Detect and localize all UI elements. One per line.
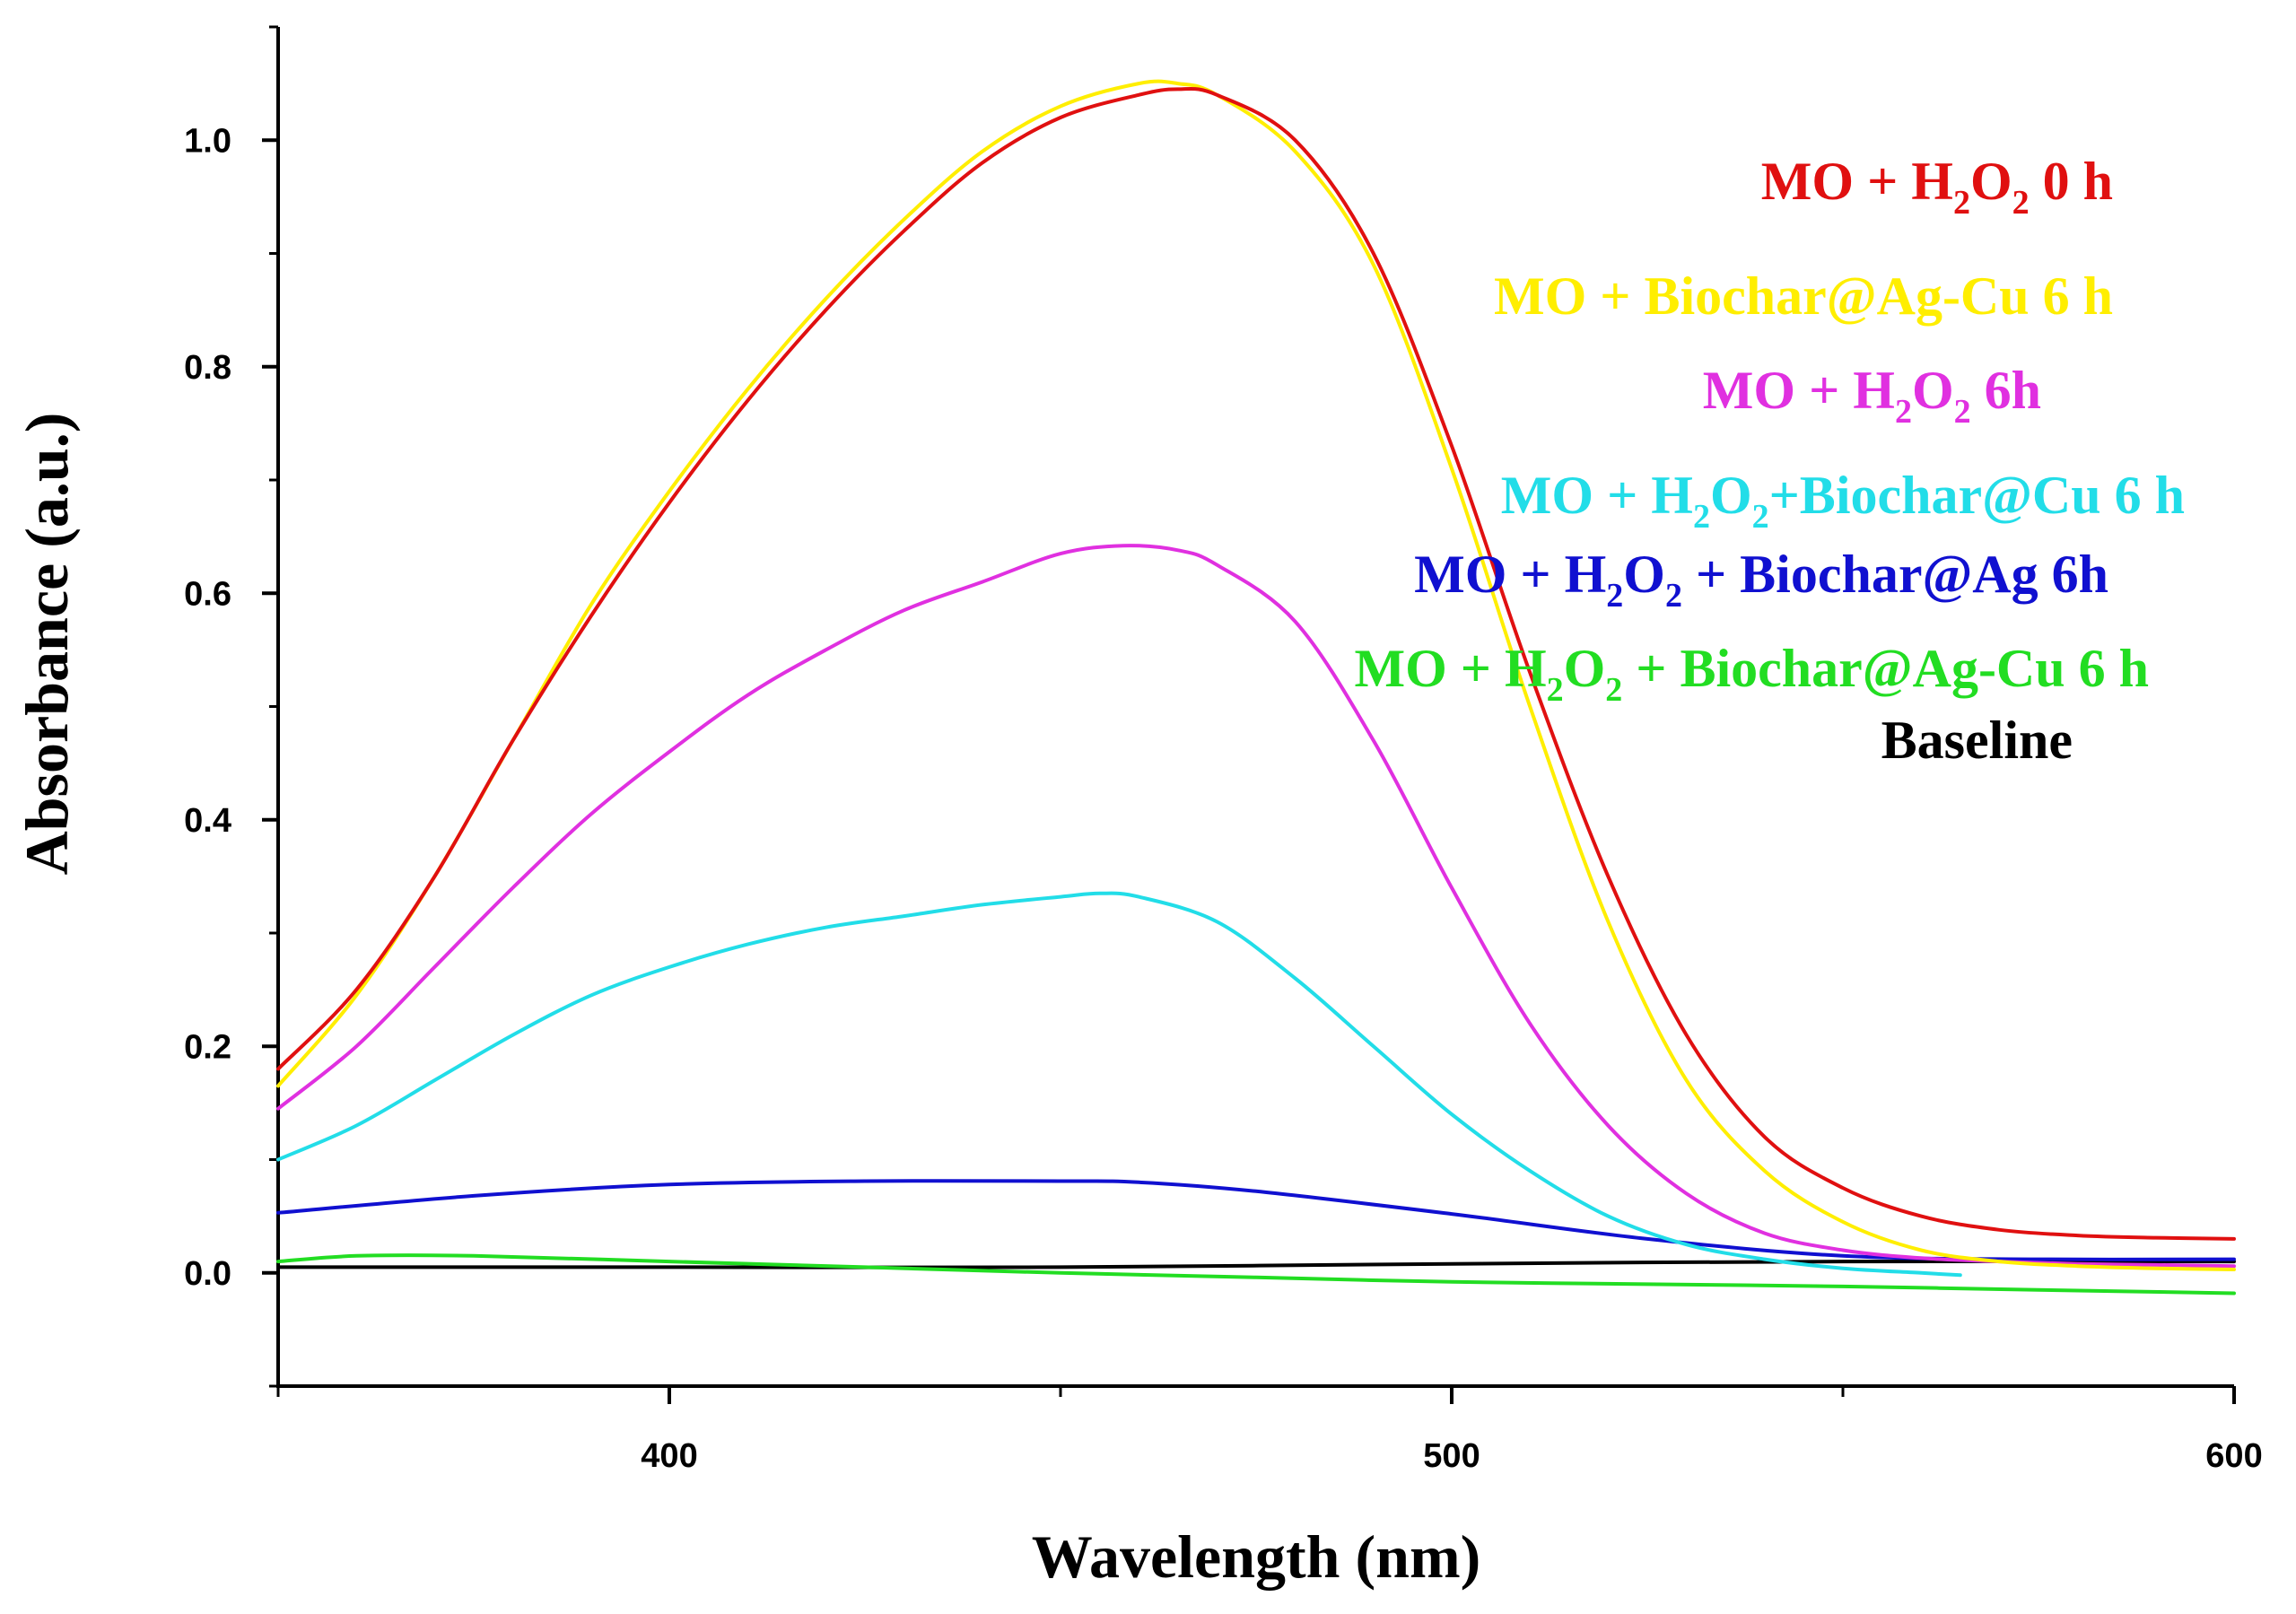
legend: MO + H2O2 0 hMO + Biochar@Ag-Cu 6 hMO + … xyxy=(1354,152,2185,770)
legend-entry: MO + H2O2+Biochar@Cu 6 h xyxy=(1501,466,2185,536)
legend-text-part: MO + H xyxy=(1761,152,1953,211)
legend-text-part: O xyxy=(1564,639,1606,698)
y-tick-label: 0.0 xyxy=(184,1255,231,1293)
series-line-mo-biochar-ag-cu-6-h xyxy=(276,79,2236,1271)
series-line-mo-h2o2-6h xyxy=(276,544,2236,1269)
legend-text-part: MO + H xyxy=(1354,639,1546,698)
legend-entry: Baseline xyxy=(1881,711,2073,770)
series-line-baseline xyxy=(276,1259,2236,1269)
series-line-mo-h2o2-biochar-ag-cu-6-h xyxy=(276,1253,2236,1296)
y-tick-label: 0.2 xyxy=(184,1028,231,1066)
legend-subscript: 2 xyxy=(1693,498,1710,536)
legend-text-part: +Biochar@Cu 6 h xyxy=(1769,466,2185,525)
legend-subscript: 2 xyxy=(1954,393,1971,431)
legend-text-part: O xyxy=(1710,466,1752,525)
legend-text-part: MO + H xyxy=(1501,466,1693,525)
x-tick-label: 600 xyxy=(2205,1437,2262,1475)
legend-subscript: 2 xyxy=(2012,184,2030,222)
legend-subscript: 2 xyxy=(1606,577,1623,615)
y-axis-title: Absorbance (a.u.) xyxy=(13,413,81,876)
legend-text-part: + Biochar@Ag 6h xyxy=(1682,545,2108,604)
legend-subscript: 2 xyxy=(1547,671,1564,709)
legend-subscript: 2 xyxy=(1665,577,1682,615)
y-tick-label: 0.6 xyxy=(184,575,231,613)
legend-text-part: 0 h xyxy=(2030,152,2113,211)
legend-subscript: 2 xyxy=(1953,184,1970,222)
y-tick-label: 0.8 xyxy=(184,349,231,387)
legend-entry: MO + Biochar@Ag-Cu 6 h xyxy=(1494,266,2113,326)
legend-text-part: O xyxy=(1970,152,2012,211)
y-tick-label: 1.0 xyxy=(184,122,231,160)
legend-entry: MO + H2O2 + Biochar@Ag 6h xyxy=(1414,545,2108,615)
legend-subscript: 2 xyxy=(1752,498,1769,536)
tick-labels: 0.0 0.2 0.4 0.6 0.8 1.0 400 500 600 xyxy=(184,122,2263,1475)
x-tick-label: 500 xyxy=(1423,1437,1480,1475)
legend-text-part: 6h xyxy=(1971,361,2041,420)
x-axis-title: Wavelength (nm) xyxy=(1032,1522,1481,1591)
legend-text-part: O xyxy=(1623,545,1665,604)
legend-text-part: MO + H xyxy=(1703,361,1895,420)
x-tick-label: 400 xyxy=(641,1437,697,1475)
series-line-mo-h2o2-biochar-cu-6-h xyxy=(276,891,1962,1278)
legend-text-part: MO + H xyxy=(1414,545,1606,604)
legend-entry: MO + H2O2 + Biochar@Ag-Cu 6 h xyxy=(1354,639,2149,709)
legend-entry: MO + H2O2 0 h xyxy=(1761,152,2113,222)
series-layer xyxy=(276,79,2236,1296)
legend-text-part: O xyxy=(1912,361,1954,420)
legend-text-part: + Biochar@Ag-Cu 6 h xyxy=(1622,639,2149,698)
series-line-mo-h2o2-0-h xyxy=(276,86,2236,1241)
series-line-mo-h2o2-biochar-ag-6h xyxy=(276,1179,2236,1261)
legend-subscript: 2 xyxy=(1895,393,1912,431)
legend-entry: MO + H2O2 6h xyxy=(1703,361,2041,431)
legend-subscript: 2 xyxy=(1605,671,1622,709)
y-tick-label: 0.4 xyxy=(184,802,231,840)
